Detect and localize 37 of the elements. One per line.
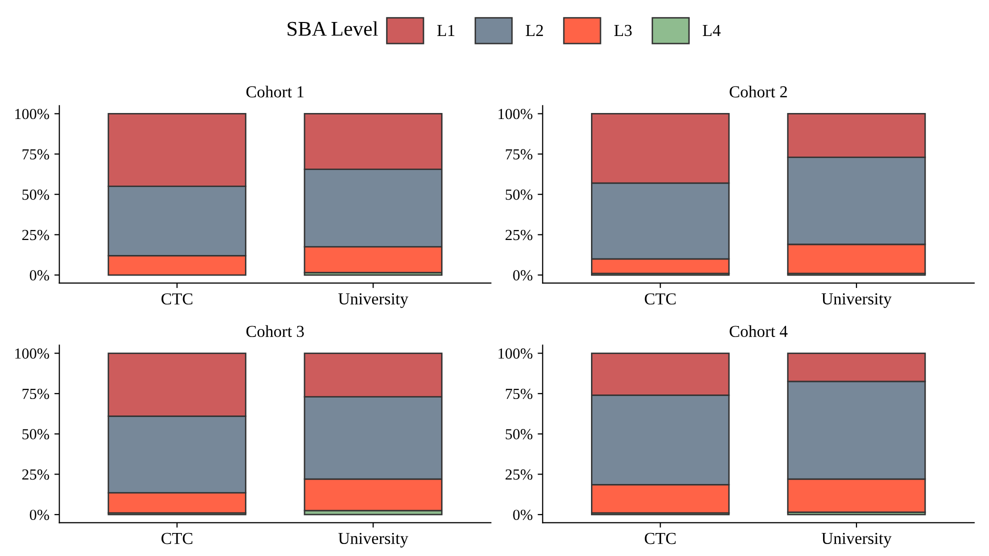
x-tick-label: University [822, 532, 892, 548]
x-tick-label: University [822, 293, 892, 308]
y-tick-label: 25% [22, 230, 50, 240]
y-tick-label: 0% [30, 270, 50, 281]
y-tick-label: 0% [30, 510, 50, 520]
y-tick-label: 25% [506, 230, 532, 240]
chart-title: Cohort 2 [730, 86, 787, 98]
y-tick-label: 25% [22, 469, 50, 480]
x-tick-label: CTC [644, 293, 676, 305]
y-tick-label: 75% [506, 149, 532, 160]
y-tick-label: 25% [506, 469, 532, 480]
y-tick-label: 50% [506, 190, 532, 200]
x-tick-label: University [338, 293, 408, 308]
x-tick-label: CTC [644, 532, 676, 544]
y-tick-label: 100% [15, 348, 50, 359]
y-tick-label: 75% [22, 149, 50, 160]
chart-title: Cohort 4 [730, 325, 788, 338]
y-tick-label: 100% [15, 108, 50, 120]
y-tick-label: 50% [22, 429, 50, 440]
legend-label: L1 [437, 24, 454, 36]
legend-label: L2 [526, 24, 543, 36]
y-tick-label: 50% [22, 190, 50, 200]
legend-title: SBA Level [288, 21, 378, 36]
y-tick-label: 50% [506, 429, 532, 440]
x-tick-label: University [338, 532, 408, 548]
y-tick-label: 100% [498, 348, 532, 359]
y-tick-label: 0% [513, 510, 532, 520]
y-tick-label: 75% [506, 388, 532, 400]
y-tick-label: 75% [22, 388, 50, 400]
y-tick-label: 0% [513, 270, 532, 281]
x-tick-label: CTC [162, 532, 192, 544]
legend-label: L4 [702, 24, 721, 36]
x-tick-label: CTC [162, 293, 192, 305]
y-tick-label: 100% [498, 108, 532, 120]
chart-title: Cohort 1 [246, 86, 304, 98]
chart-title: Cohort 3 [246, 325, 304, 338]
legend-label: L3 [614, 24, 632, 36]
